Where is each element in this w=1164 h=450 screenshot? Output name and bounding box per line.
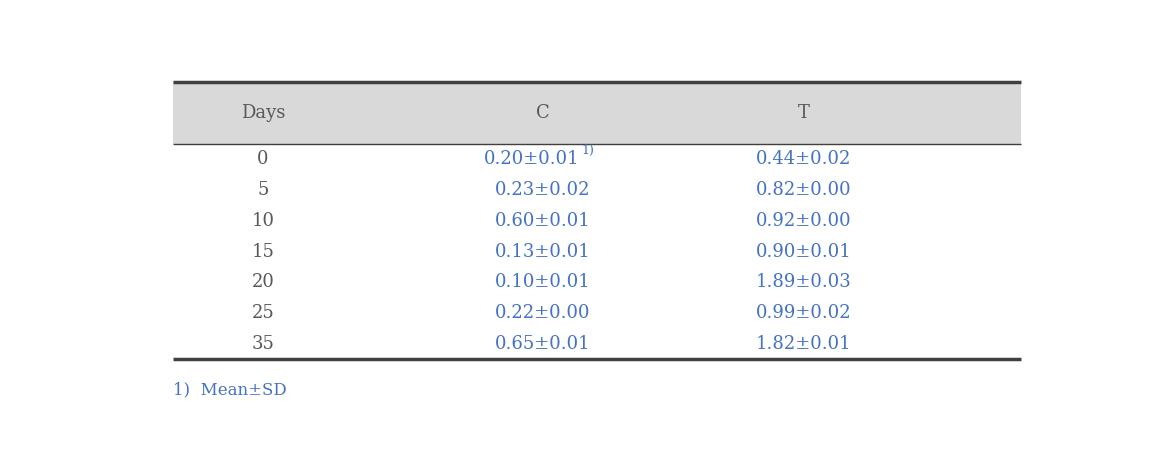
Text: 0.65±0.01: 0.65±0.01 xyxy=(495,335,590,353)
Text: 0.92±0.00: 0.92±0.00 xyxy=(757,212,852,230)
Text: 1.89±0.03: 1.89±0.03 xyxy=(757,273,852,291)
Text: T: T xyxy=(799,104,810,122)
Text: 0.99±0.02: 0.99±0.02 xyxy=(757,304,852,322)
Text: 10: 10 xyxy=(251,212,275,230)
Text: 1): 1) xyxy=(581,144,594,157)
Text: 20: 20 xyxy=(251,273,275,291)
Text: 5: 5 xyxy=(257,181,269,199)
Text: 0.20±0.01: 0.20±0.01 xyxy=(484,150,580,168)
Text: 35: 35 xyxy=(251,335,275,353)
Text: 0.82±0.00: 0.82±0.00 xyxy=(757,181,852,199)
Text: Days: Days xyxy=(241,104,285,122)
Text: 0.22±0.00: 0.22±0.00 xyxy=(495,304,590,322)
Text: 0.60±0.01: 0.60±0.01 xyxy=(495,212,590,230)
Text: 0.23±0.02: 0.23±0.02 xyxy=(495,181,590,199)
Text: 0.90±0.01: 0.90±0.01 xyxy=(757,243,852,261)
Text: C: C xyxy=(535,104,549,122)
Text: 0.13±0.01: 0.13±0.01 xyxy=(495,243,590,261)
Text: 0.10±0.01: 0.10±0.01 xyxy=(495,273,590,291)
Text: 1)  Mean±SD: 1) Mean±SD xyxy=(172,382,286,399)
Text: 0.44±0.02: 0.44±0.02 xyxy=(757,150,852,168)
Text: 15: 15 xyxy=(251,243,275,261)
Bar xyxy=(172,82,1021,144)
Text: 25: 25 xyxy=(251,304,275,322)
Text: 1.82±0.01: 1.82±0.01 xyxy=(757,335,852,353)
Text: 0: 0 xyxy=(257,150,269,168)
